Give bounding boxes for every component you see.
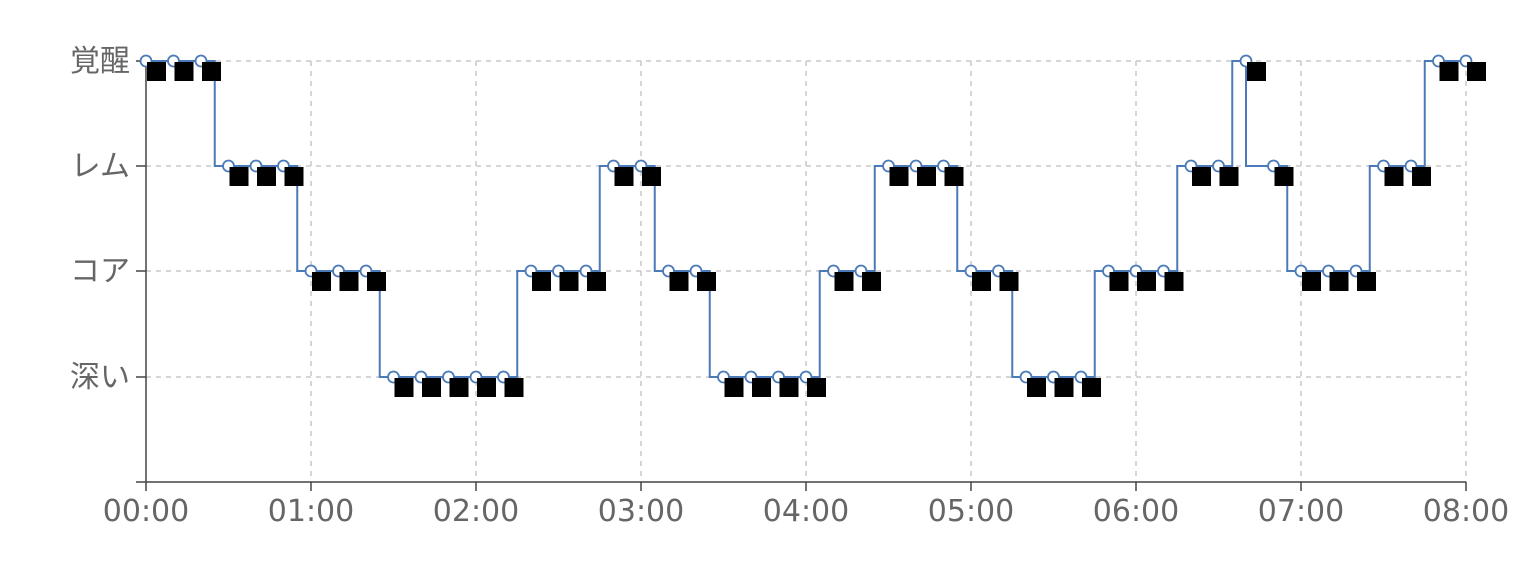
- data-point-square: [1467, 62, 1486, 81]
- label-layer: 深い コア レム 覚醒 00:00 01:00 02:00 03:00 04:00 05:00 06…: [70, 44, 1509, 529]
- line-layer: [146, 60, 1466, 378]
- data-point-square: [1192, 167, 1211, 186]
- data-point-square: [807, 378, 826, 397]
- data-point-square: [642, 167, 661, 186]
- data-point-square: [532, 272, 551, 291]
- data-point-square: [779, 378, 799, 397]
- data-point-square: [1412, 167, 1431, 186]
- data-point-square: [1082, 378, 1101, 397]
- data-point-square: [1384, 167, 1404, 186]
- data-point-square: [1274, 167, 1294, 186]
- data-point-square: [889, 167, 909, 186]
- data-point-square: [1219, 167, 1239, 186]
- data-point-square: [1137, 272, 1156, 291]
- data-point-square: [1357, 272, 1376, 291]
- x-tick-label: 08:00: [1423, 494, 1509, 529]
- data-point-square: [312, 272, 331, 291]
- data-point-square: [202, 62, 221, 81]
- data-point-square: [1054, 378, 1074, 397]
- data-point-square: [862, 272, 881, 291]
- data-point-square: [504, 378, 524, 397]
- data-point-square: [147, 62, 166, 81]
- data-point-square: [1329, 272, 1349, 291]
- data-point-square: [944, 167, 964, 186]
- data-point-square: [999, 272, 1019, 291]
- data-point-square: [1164, 272, 1184, 291]
- data-point-square: [972, 272, 991, 291]
- x-tick-label: 00:00: [103, 494, 189, 529]
- x-tick-label: 07:00: [1258, 494, 1344, 529]
- data-point-square: [1247, 62, 1266, 81]
- x-tick-label: 05:00: [928, 494, 1014, 529]
- data-point-square: [339, 272, 359, 291]
- data-point-square: [1302, 272, 1321, 291]
- data-point-square: [917, 167, 936, 186]
- x-tick-label: 03:00: [598, 494, 684, 529]
- data-point-square: [1109, 272, 1129, 291]
- x-tick-label: 06:00: [1093, 494, 1179, 529]
- x-tick-label: 02:00: [433, 494, 519, 529]
- data-point-square: [834, 272, 854, 291]
- data-point-square: [257, 167, 276, 186]
- marker-layer: [139, 54, 1486, 397]
- data-point-square: [559, 272, 579, 291]
- data-point-square: [422, 378, 441, 397]
- data-point-square: [229, 167, 249, 186]
- y-tick-label: コア: [70, 254, 130, 289]
- data-point-square: [1439, 62, 1459, 81]
- data-point-square: [394, 378, 414, 397]
- x-tick-label: 04:00: [763, 494, 849, 529]
- x-tick-label: 01:00: [268, 494, 354, 529]
- data-point-square: [284, 167, 304, 186]
- y-tick-label: レム: [71, 149, 130, 184]
- data-point-square: [587, 272, 606, 291]
- data-point-square: [174, 62, 194, 81]
- data-point-square: [477, 378, 496, 397]
- data-point-square: [697, 272, 716, 291]
- data-point-square: [669, 272, 689, 291]
- data-point-square: [724, 378, 744, 397]
- data-point-square: [752, 378, 771, 397]
- data-point-square: [367, 272, 386, 291]
- stage-step-line: [146, 60, 1466, 378]
- y-tick-label: 深い: [70, 360, 130, 395]
- data-point-square: [449, 378, 469, 397]
- data-point-square: [614, 167, 634, 186]
- y-tick-label: 覚醒: [70, 44, 130, 79]
- data-point-square: [1027, 378, 1046, 397]
